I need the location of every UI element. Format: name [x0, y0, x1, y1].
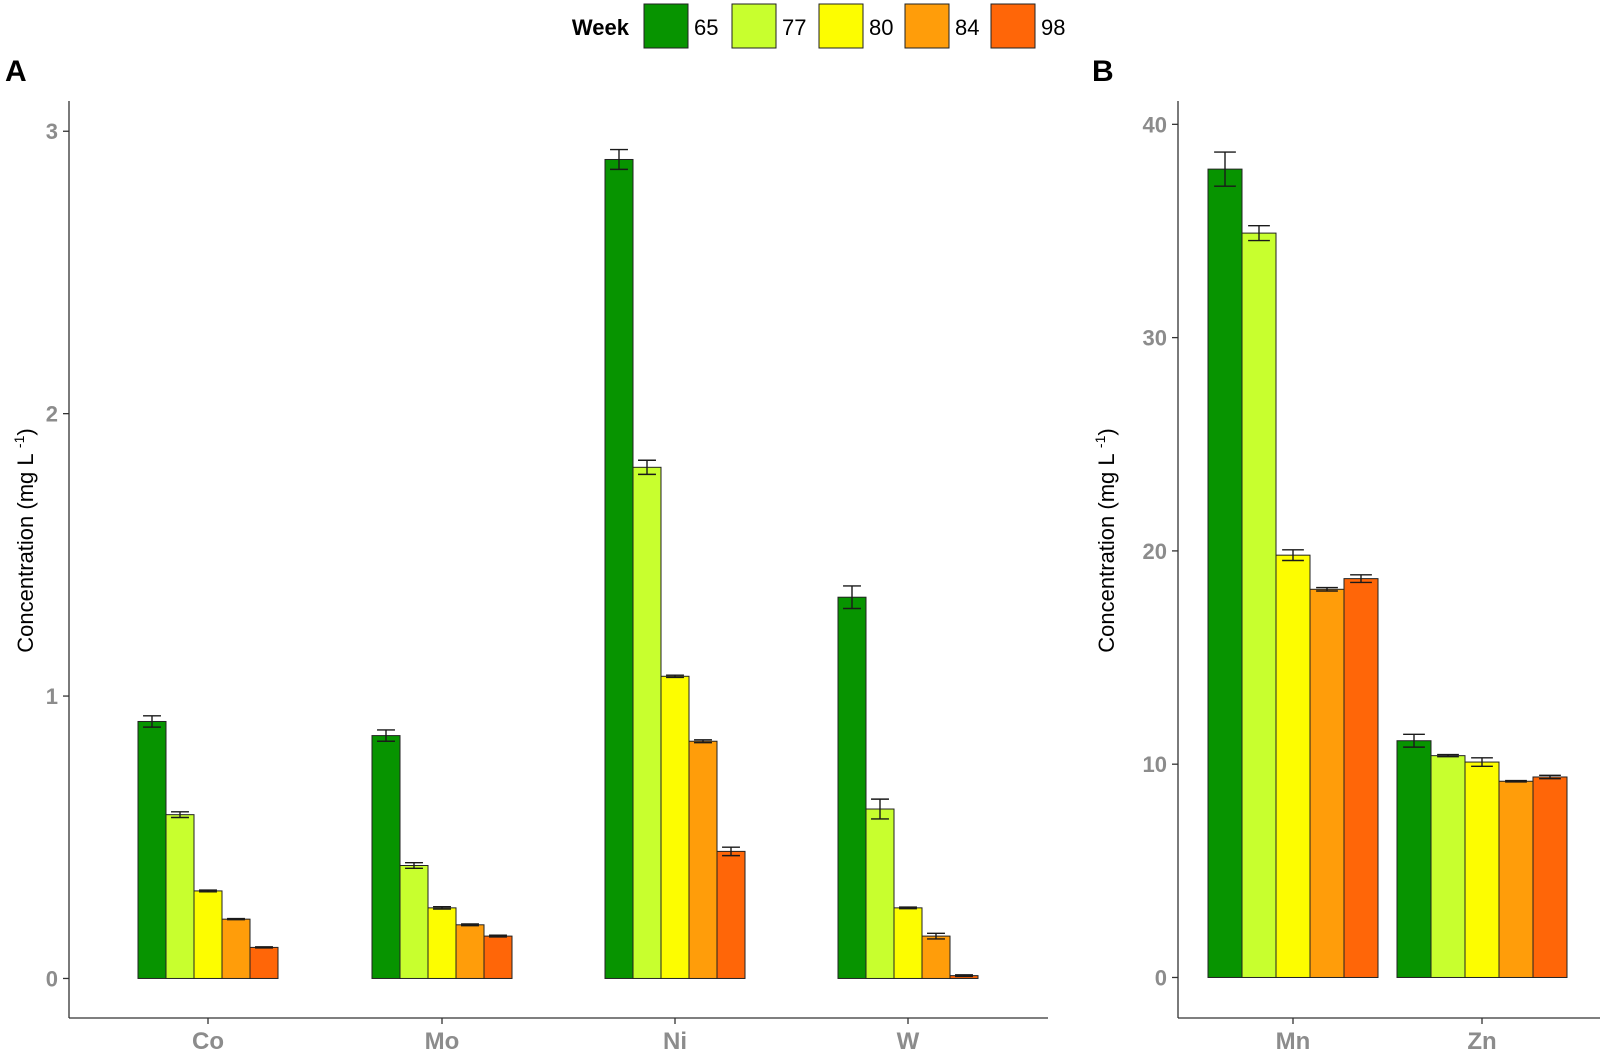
y-tick-label: 0	[1155, 965, 1167, 990]
bar-Zn-week-84	[1498, 780, 1534, 978]
bar-W-week-80	[893, 907, 923, 979]
bar-Ni-week-77	[632, 466, 662, 979]
bar-W-week-65	[837, 596, 867, 979]
panel-letter-a: A	[5, 55, 27, 88]
error-bar-W-week-65	[843, 585, 861, 610]
error-bar-Mo-week-98	[489, 934, 507, 938]
error-bar-Ni-week-84	[694, 739, 712, 744]
y-axis-title-close: )	[1094, 428, 1119, 435]
error-bar-Mo-week-65	[377, 729, 395, 742]
bar-Mn-week-77	[1241, 232, 1277, 978]
legend-swatch-98	[990, 3, 1036, 49]
error-bar-Ni-week-98	[722, 846, 740, 857]
legend-label-80: 80	[869, 15, 893, 40]
y-axis-title-close: )	[13, 428, 38, 435]
bar-Mo-week-98	[483, 935, 513, 979]
legend-swatch-65	[643, 3, 689, 49]
y-tick-label: 30	[1143, 326, 1167, 351]
error-bar-Co-week-77	[171, 811, 189, 819]
bar-Mn-week-84	[1309, 588, 1345, 978]
error-bar-Co-week-80	[199, 889, 217, 893]
bar-Co-week-84	[221, 918, 251, 979]
error-bar-Zn-week-80	[1471, 757, 1493, 768]
error-bar-Mn-week-98	[1350, 574, 1372, 584]
bar-W-week-77	[865, 808, 895, 979]
y-axis-title-text: Concentration (mg L	[13, 448, 38, 653]
y-axis-title: Concentration (mg L -1)	[11, 428, 38, 652]
legend-label-77: 77	[782, 15, 806, 40]
panel-a: A 0 1 2 3 Concentration (mg L -1) Co Mo Ni W	[5, 55, 1048, 1053]
error-bar-Ni-week-80	[666, 674, 684, 679]
y-axis-title-text: Concentration (mg L	[1094, 448, 1119, 653]
bar-Co-week-77	[165, 814, 195, 979]
bar-Co-week-98	[249, 946, 279, 979]
error-bar-Mo-week-77	[405, 861, 423, 870]
y-tick-label: 20	[1143, 539, 1167, 564]
y-axis-title: Concentration (mg L -1)	[1092, 428, 1119, 652]
bar-Ni-week-65	[604, 158, 634, 979]
bar-Mo-week-77	[399, 865, 429, 979]
error-bar-Zn-week-77	[1437, 753, 1459, 758]
error-bar-Ni-week-65	[610, 148, 628, 171]
y-axis-title-sup: -1	[1092, 435, 1108, 448]
bar-Mo-week-84	[455, 924, 485, 979]
x-category-label-Ni: Ni	[663, 1028, 687, 1053]
bar-Zn-week-80	[1464, 761, 1500, 978]
bar-Mo-week-80	[427, 907, 457, 979]
x-category-label-Zn: Zn	[1467, 1028, 1496, 1053]
bar-Mn-week-98	[1343, 578, 1379, 978]
y-tick-label: 0	[46, 966, 58, 991]
legend-swatch-80	[818, 3, 864, 49]
error-bar-Mo-week-80	[433, 906, 451, 910]
y-tick-label: 2	[46, 402, 58, 427]
legend-swatch-77	[731, 3, 777, 49]
y-tick-label: 3	[46, 119, 58, 144]
error-bar-W-week-98	[955, 974, 973, 978]
error-bar-W-week-77	[871, 798, 889, 820]
y-tick-label: 10	[1143, 752, 1167, 777]
bar-Ni-week-98	[716, 850, 746, 979]
bar-Co-week-65	[137, 720, 167, 979]
panel-letter-b: B	[1092, 55, 1114, 88]
error-bar-Co-week-84	[227, 917, 245, 921]
legend-label-65: 65	[694, 15, 718, 40]
y-tick-label: 1	[46, 684, 58, 709]
error-bar-Mo-week-84	[461, 923, 479, 927]
x-category-label-W: W	[897, 1028, 920, 1053]
error-bar-Mn-week-80	[1282, 549, 1304, 562]
panel-b: B 0 10 20 30 40 Concentration (mg L -1) Mn Zn	[1092, 55, 1600, 1053]
error-bar-Mn-week-65	[1214, 151, 1236, 187]
bar-Ni-week-80	[660, 675, 690, 979]
x-category-label-Mo: Mo	[425, 1028, 460, 1053]
bar-Ni-week-84	[688, 740, 718, 979]
bar-Mo-week-65	[371, 735, 401, 979]
legend-label-98: 98	[1041, 15, 1065, 40]
error-bar-W-week-80	[899, 906, 917, 910]
bar-Zn-week-77	[1430, 755, 1466, 978]
error-bar-Ni-week-77	[638, 459, 656, 476]
error-bar-W-week-84	[927, 932, 945, 940]
legend-swatch-84	[904, 3, 950, 49]
legend: Week 65 77 80 84 98	[572, 3, 1065, 49]
error-bar-Zn-week-98	[1539, 774, 1561, 780]
bar-Mn-week-65	[1207, 168, 1243, 978]
error-bar-Mn-week-77	[1248, 224, 1270, 242]
legend-label-84: 84	[955, 15, 979, 40]
error-bar-Zn-week-84	[1505, 779, 1527, 783]
y-tick-label: 40	[1143, 112, 1167, 137]
bar-Mn-week-80	[1275, 554, 1311, 978]
bar-Co-week-80	[193, 890, 223, 979]
y-axis-title-sup: -1	[11, 435, 27, 448]
x-category-label-Co: Co	[192, 1028, 224, 1053]
legend-title: Week	[572, 15, 630, 40]
error-bar-Co-week-65	[143, 715, 161, 728]
error-bar-Zn-week-65	[1403, 733, 1425, 748]
bar-Zn-week-98	[1532, 776, 1568, 978]
error-bar-Co-week-98	[255, 946, 273, 949]
error-bar-Mn-week-84	[1316, 586, 1338, 592]
bar-Zn-week-65	[1396, 740, 1432, 978]
x-category-label-Mn: Mn	[1276, 1028, 1311, 1053]
bar-W-week-84	[921, 935, 951, 979]
